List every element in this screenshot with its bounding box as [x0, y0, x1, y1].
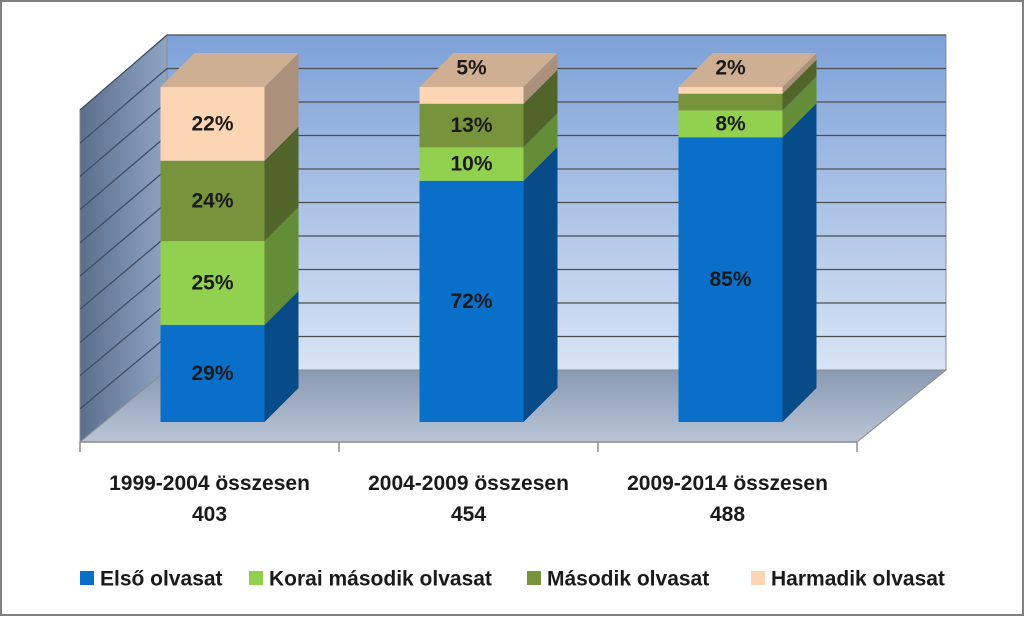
legend-swatch: [80, 571, 94, 585]
x-tick-label: 488: [710, 503, 745, 526]
bars-layer: 29% 25% 24% 22% 72% 10% 13% 5% 85% 8% 5% 2%: [160, 53, 817, 423]
bar-segment-front: [678, 110, 783, 138]
bar-segment-front: [160, 324, 265, 422]
x-axis: 1999-2004 összesen 403 2004-2009 összesen 4…: [79, 441, 858, 526]
legend-label: Második olvasat: [547, 568, 709, 591]
stacked-bar: 29% 25% 24% 22%: [160, 53, 299, 422]
bar-segment: 72%: [419, 146, 558, 423]
bar-segment: 8%: [678, 76, 817, 138]
bar-segment-front: [678, 137, 783, 422]
bar-segment-side: [782, 76, 817, 138]
bar-top: [678, 53, 817, 87]
bar-segment: 85%: [678, 103, 817, 422]
legend-label: Korai második olvasat: [269, 568, 492, 591]
bar-segment-side: [264, 207, 299, 325]
bar-segment: 29%: [160, 290, 299, 422]
side-gridline: [79, 34, 168, 111]
x-tick-label: 2009-2014 összesen: [627, 472, 828, 495]
side-gridline: [79, 235, 168, 310]
data-label: 85%: [709, 268, 751, 291]
side-gridline: [79, 202, 168, 277]
bar-segment-front: [160, 160, 265, 242]
bar-segment-front: [419, 103, 524, 148]
bar-segment-side: [782, 53, 817, 94]
legend-label: Harmadik olvasat: [771, 568, 945, 591]
bar-segment-side: [523, 69, 558, 148]
stacked-bar: 72% 10% 13% 5%: [419, 53, 558, 423]
bar-segment: 22%: [160, 53, 299, 161]
bar-segment-front: [419, 180, 524, 422]
side-gridline: [79, 168, 168, 244]
side-gridline: [79, 302, 168, 377]
bar-segment-side: [264, 126, 299, 242]
data-label: 24%: [191, 189, 233, 212]
bar-segment-front: [419, 87, 524, 104]
data-label: 5%: [456, 57, 487, 80]
bar-segment-front: [419, 147, 524, 181]
data-label: 8%: [715, 112, 746, 135]
legend-item: Első olvasat: [80, 568, 223, 591]
data-label: 29%: [191, 362, 233, 385]
side-gridline: [79, 68, 168, 144]
bar-segment-side: [782, 59, 817, 111]
bar-segment: 2%: [678, 53, 817, 94]
x-tick-label: 454: [451, 503, 486, 526]
x-tick-label: 1999-2004 összesen: [109, 472, 310, 495]
stacked-bar: 85%8%5%2%: [678, 53, 817, 422]
bar-segment-side: [523, 146, 558, 423]
bar-segment: 10%: [419, 113, 558, 181]
bar-segment-side: [782, 103, 817, 422]
legend-label: Első olvasat: [100, 568, 223, 591]
side-gridline: [79, 101, 168, 177]
bar-top: [160, 53, 299, 87]
data-label: 72%: [450, 290, 492, 313]
bar-segment-front: [160, 87, 265, 161]
bar-segment-side: [523, 53, 558, 104]
data-label: 25%: [191, 271, 233, 294]
side-gridline: [79, 336, 168, 410]
legend-swatch: [527, 571, 541, 585]
bar-segment: 13%: [419, 69, 558, 148]
bar-segment: 5%: [419, 53, 558, 104]
data-label: 13%: [450, 114, 492, 137]
bar-top: [419, 53, 558, 87]
bar-segment-side: [264, 53, 299, 161]
bar-segment-front: [160, 241, 265, 325]
legend-item: Harmadik olvasat: [751, 568, 945, 591]
legend-item: Második olvasat: [527, 568, 709, 591]
bar-segment: 25%: [160, 207, 299, 325]
x-tick-label: 403: [192, 503, 227, 526]
legend-swatch: [751, 571, 765, 585]
x-tick-label: 2004-2009 összesen: [368, 472, 569, 495]
bar-segment-front: [678, 93, 783, 111]
bar-segment-side: [264, 290, 299, 422]
bar-segment-front: [678, 87, 783, 94]
legend: Első olvasat Korai második olvasat Második…: [80, 568, 945, 591]
data-label: 22%: [191, 112, 233, 135]
legend-swatch: [249, 571, 263, 585]
bar-segment-side: [523, 113, 558, 181]
legend-item: Korai második olvasat: [249, 568, 492, 591]
data-label: 2%: [715, 57, 746, 80]
side-gridline: [79, 135, 168, 211]
data-label: 10%: [450, 153, 492, 176]
bar-segment: 24%: [160, 126, 299, 242]
side-gridline: [79, 269, 168, 343]
